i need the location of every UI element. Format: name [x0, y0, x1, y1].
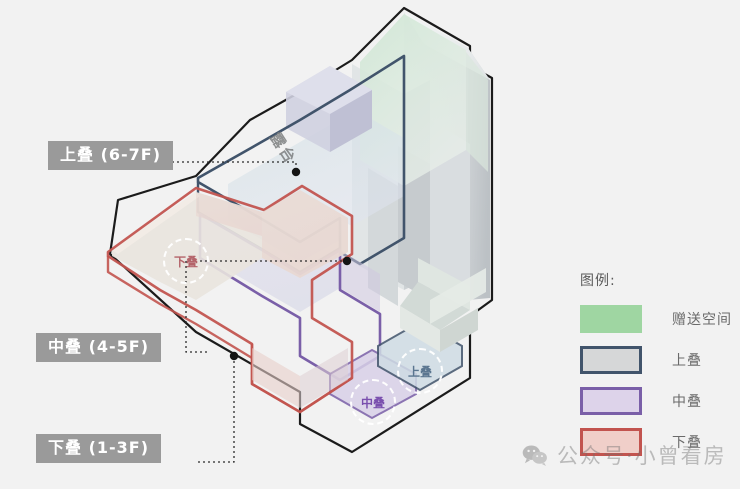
circle-tag-middle: 中叠: [350, 379, 396, 425]
callout-lower-floors: 下叠 (1-3F): [36, 434, 162, 464]
legend-item-middle: 中叠: [580, 386, 740, 416]
legend-swatch-lower: [580, 428, 642, 456]
circle-tag-lower: 下叠: [163, 238, 209, 284]
legend-title: 图例:: [580, 273, 616, 289]
circle-tag-lower-label: 下叠: [173, 254, 198, 269]
leader-line-lower: [196, 356, 235, 463]
legend-item-lower: 下叠: [580, 427, 740, 457]
legend-label-upper: 上叠: [672, 353, 702, 369]
legend-label-lower: 下叠: [672, 435, 702, 451]
legend-swatch-upper: [580, 346, 642, 374]
legend: 图例: 赠送空间 上叠 中叠 下叠: [580, 270, 740, 468]
callout-middle-floors: 中叠 (4-5F): [36, 333, 162, 363]
legend-item-gift-space: 赠送空间: [580, 304, 740, 334]
wechat-icon: [522, 445, 547, 466]
callout-upper-floors: 上叠 (6-7F): [48, 141, 174, 171]
leader-line-middle: [185, 261, 208, 353]
legend-swatch-middle: [580, 387, 642, 415]
legend-item-upper: 上叠: [580, 345, 740, 375]
circle-tag-middle-label: 中叠: [360, 395, 385, 410]
legend-swatch-gift-space: [580, 305, 642, 333]
circle-tag-upper-label: 上叠: [407, 364, 432, 379]
leader-dot-terrace: [291, 167, 301, 177]
legend-label-middle: 中叠: [672, 394, 702, 410]
watermark: 公众号·小曾看房: [522, 440, 727, 470]
leader-dot-upper-right: [342, 256, 352, 266]
lower-right-terraces: [400, 258, 486, 352]
legend-label-gift-space: 赠送空间: [672, 312, 732, 328]
leader-dot-lower: [229, 351, 239, 361]
circle-tag-upper: 上叠: [397, 348, 443, 394]
watermark-text: 公众号·小曾看房: [557, 444, 727, 468]
leader-dots: [229, 167, 352, 361]
